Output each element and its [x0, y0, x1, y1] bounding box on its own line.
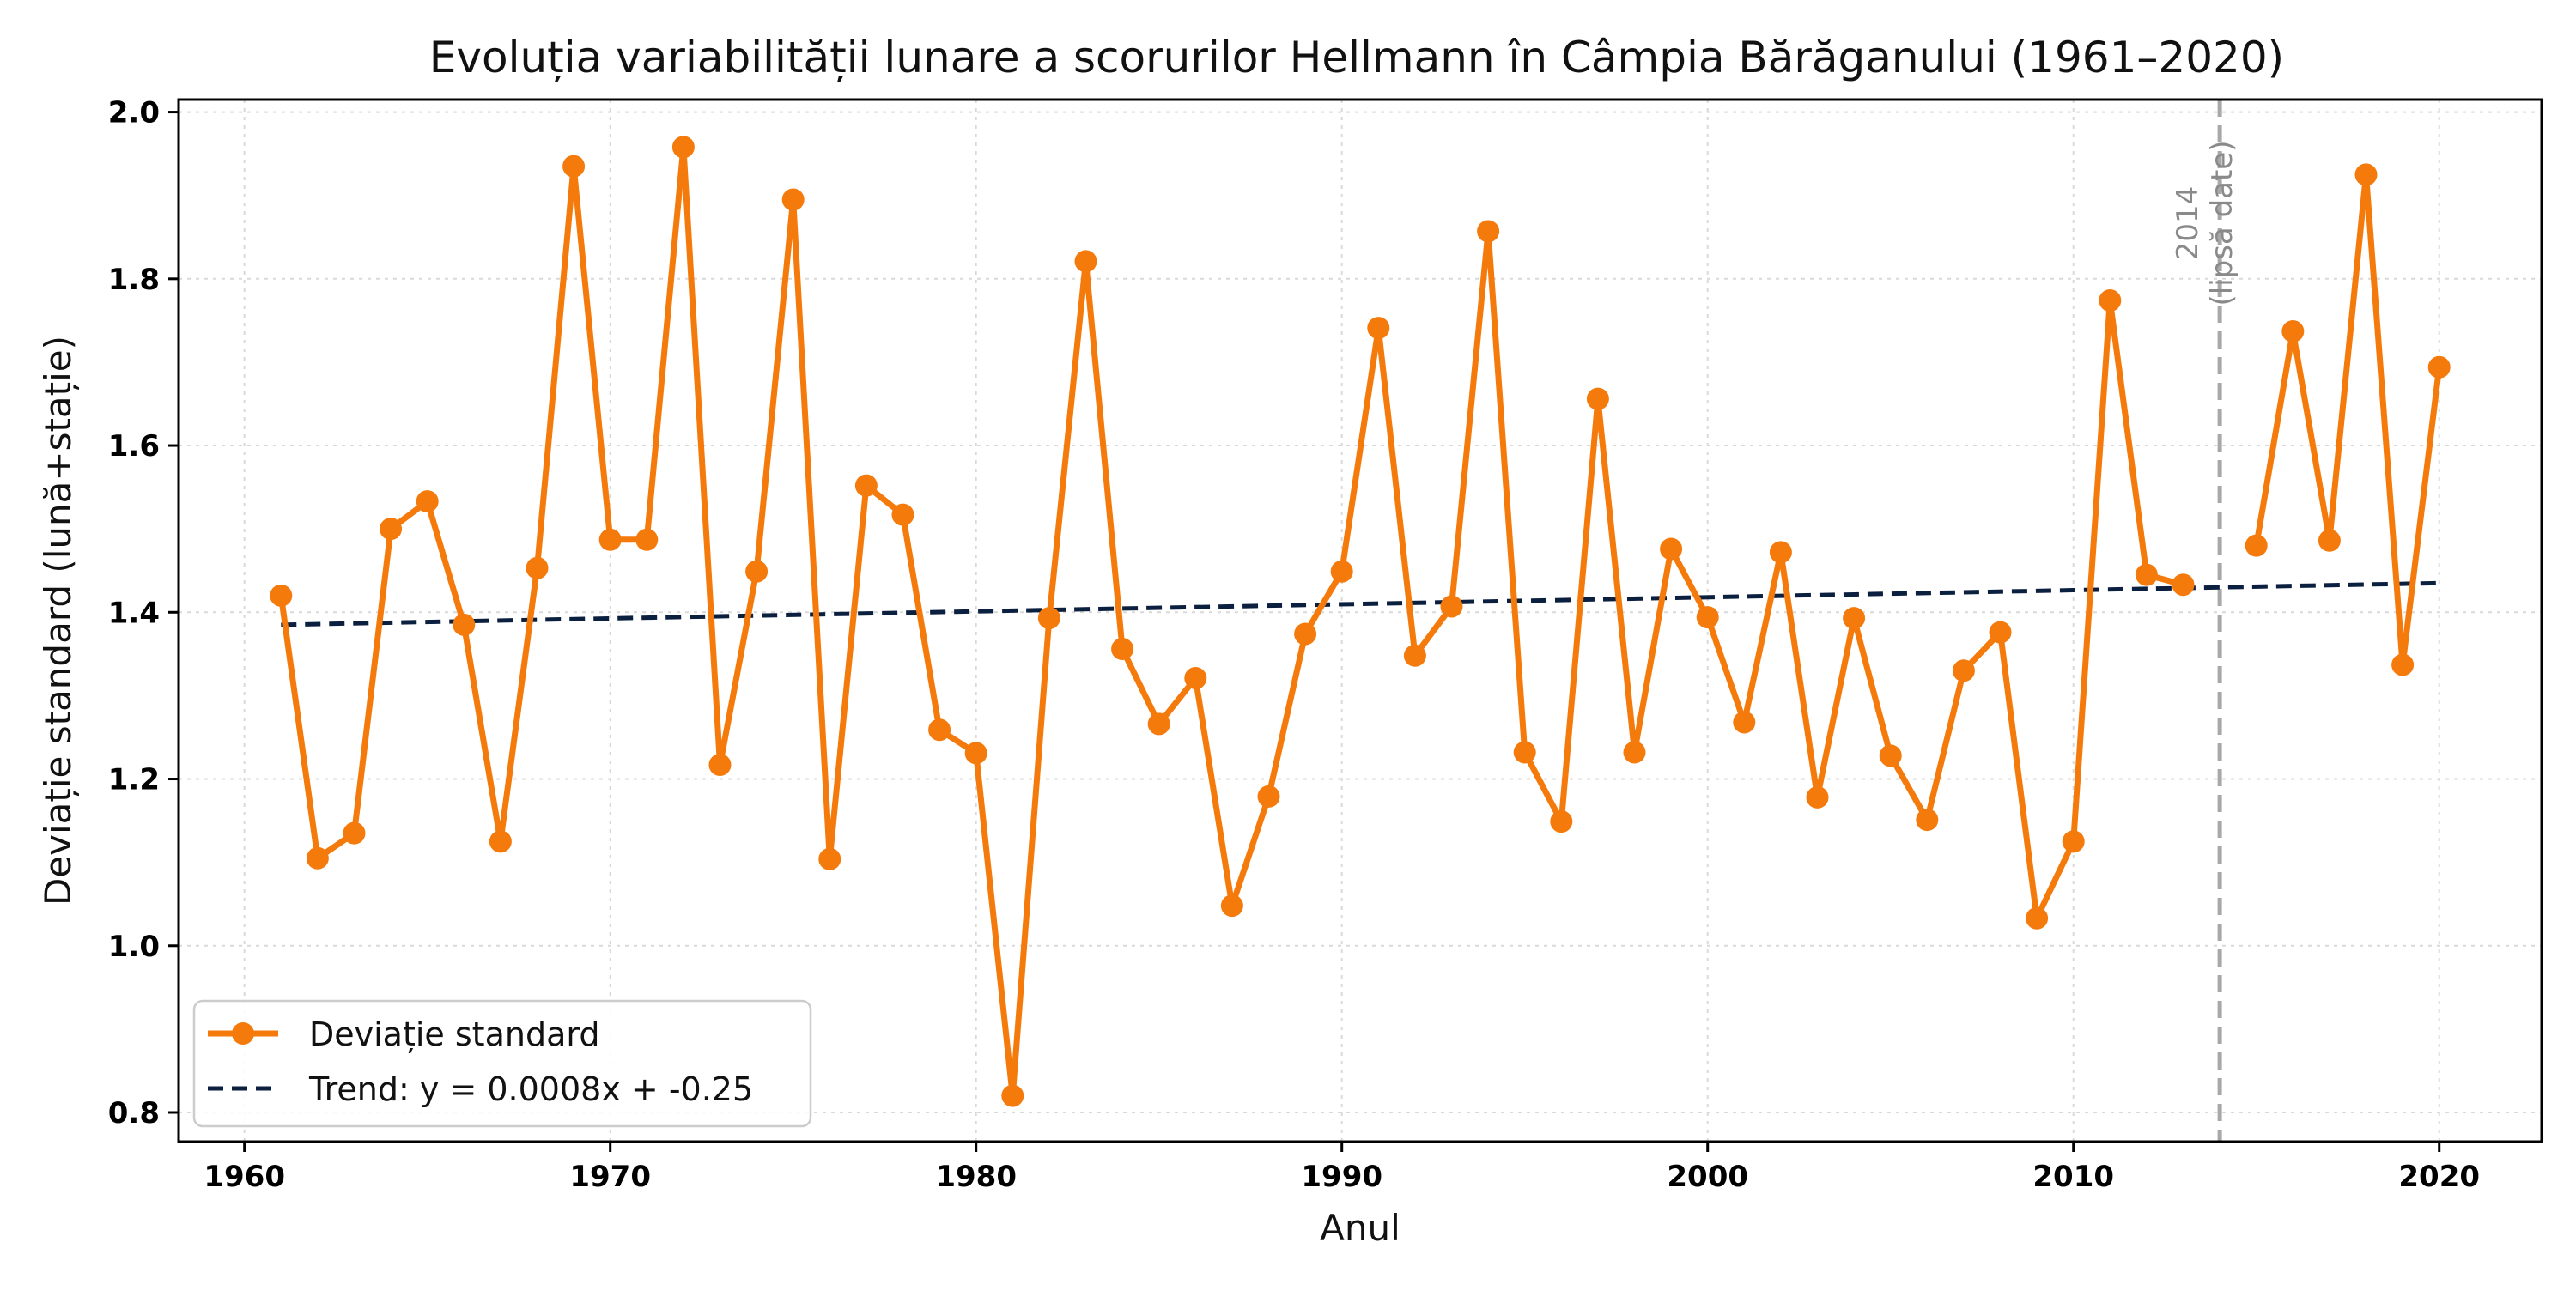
data-point	[1111, 638, 1134, 661]
x-tick-label: 1980	[935, 1160, 1017, 1194]
data-point	[781, 188, 805, 211]
data-point	[1989, 621, 2012, 644]
data-point	[1586, 387, 1609, 410]
trend-line	[281, 580, 2439, 627]
data-point	[891, 503, 914, 526]
x-tick-label: 2000	[1667, 1160, 1748, 1194]
chart-title: Evoluția variabilității lunare a scoruri…	[429, 33, 2284, 82]
annotation-year-label: 2014	[2171, 186, 2205, 261]
annotation-missing-label: (lipsă date)	[2205, 140, 2239, 306]
data-point	[2318, 529, 2341, 552]
y-axis-label: Deviație standard (lună+stație)	[37, 336, 79, 906]
data-point	[635, 528, 659, 551]
data-point	[306, 846, 329, 870]
data-point	[562, 155, 586, 178]
data-point	[964, 742, 987, 765]
data-point	[270, 584, 293, 607]
grid	[179, 100, 2542, 1142]
x-tick-label: 2020	[2398, 1160, 2480, 1194]
data-point	[1733, 711, 1756, 734]
x-tick-label: 2010	[2032, 1160, 2114, 1194]
data-point	[1257, 785, 1280, 808]
data-point	[1367, 317, 1390, 340]
data-point	[1550, 810, 1573, 833]
x-tick-label: 1960	[204, 1160, 285, 1194]
data-point	[2026, 906, 2049, 930]
data-point	[1696, 606, 1719, 629]
data-point	[453, 613, 476, 636]
plot-frame	[177, 98, 2543, 1143]
data-point	[1330, 560, 1353, 583]
y-tick-label: 1.8	[108, 263, 160, 297]
data-point	[2391, 653, 2415, 676]
legend-box	[192, 999, 812, 1128]
data-point	[416, 490, 439, 513]
x-axis-label: Anul	[1320, 1207, 1400, 1249]
y-tick-label: 1.6	[108, 429, 160, 464]
data-point	[2099, 289, 2122, 312]
legend-trend-label: Trend: y = 0.0008x + -0.25	[308, 1070, 753, 1108]
y-tick-label: 1.4	[108, 596, 160, 630]
data-point	[1403, 644, 1426, 667]
data-point	[380, 518, 403, 541]
legend: Deviație standard Trend: y = 0.0008x + -…	[192, 999, 812, 1128]
data-point	[1037, 607, 1060, 630]
data-point	[2281, 319, 2305, 342]
data-point	[671, 136, 695, 159]
data-point	[928, 718, 951, 742]
y-tick-label: 1.2	[108, 763, 160, 797]
data-point	[1806, 785, 1829, 809]
data-point	[489, 830, 512, 853]
data-point	[1294, 622, 1317, 646]
data-point	[1001, 1084, 1024, 1107]
data-point	[1769, 541, 1792, 564]
y-tick-label: 1.0	[108, 930, 160, 964]
x-axis-ticks: 1960 1970 1980 1990 2000 2010 2020	[204, 1142, 2480, 1194]
y-tick-label: 0.8	[108, 1096, 160, 1130]
series-line	[2253, 171, 2443, 668]
data-point	[1220, 894, 1243, 918]
data-point	[2354, 163, 2378, 186]
x-tick-label: 1970	[569, 1160, 651, 1194]
data-point	[2135, 563, 2158, 586]
y-axis-ticks: 0.8 1.0 1.2 1.4 1.6 1.8 2.0	[108, 96, 179, 1130]
data-point	[1916, 809, 1939, 832]
x-tick-label: 1990	[1301, 1160, 1382, 1194]
data-point	[2172, 573, 2195, 597]
data-point	[2245, 534, 2268, 557]
data-point	[708, 754, 732, 777]
data-point	[1623, 741, 1646, 764]
missing-data-annotation: 2014 (lipsă date)	[2171, 100, 2239, 1142]
data-point	[1513, 741, 1536, 764]
legend-series-marker	[232, 1022, 254, 1045]
data-point	[2062, 830, 2085, 853]
data-point	[343, 821, 366, 845]
data-point	[598, 528, 622, 551]
series-line	[277, 143, 2186, 1100]
data-point	[1952, 659, 1975, 682]
data-point	[526, 556, 549, 579]
data-point	[854, 474, 878, 497]
data-point	[1660, 537, 1683, 561]
data-point	[1879, 744, 1902, 767]
legend-series-label: Deviație standard	[309, 1015, 599, 1053]
trend-line-group	[281, 580, 2439, 627]
data-series-group	[270, 136, 2451, 1107]
y-tick-label: 2.0	[108, 96, 160, 130]
data-point	[1843, 607, 1866, 630]
data-point	[2427, 355, 2451, 379]
data-point	[818, 847, 841, 870]
data-point	[1477, 220, 1500, 243]
data-point	[1184, 667, 1207, 690]
data-point	[1074, 250, 1097, 273]
data-point	[745, 560, 769, 583]
data-point	[1147, 712, 1170, 736]
data-point	[1440, 595, 1463, 618]
